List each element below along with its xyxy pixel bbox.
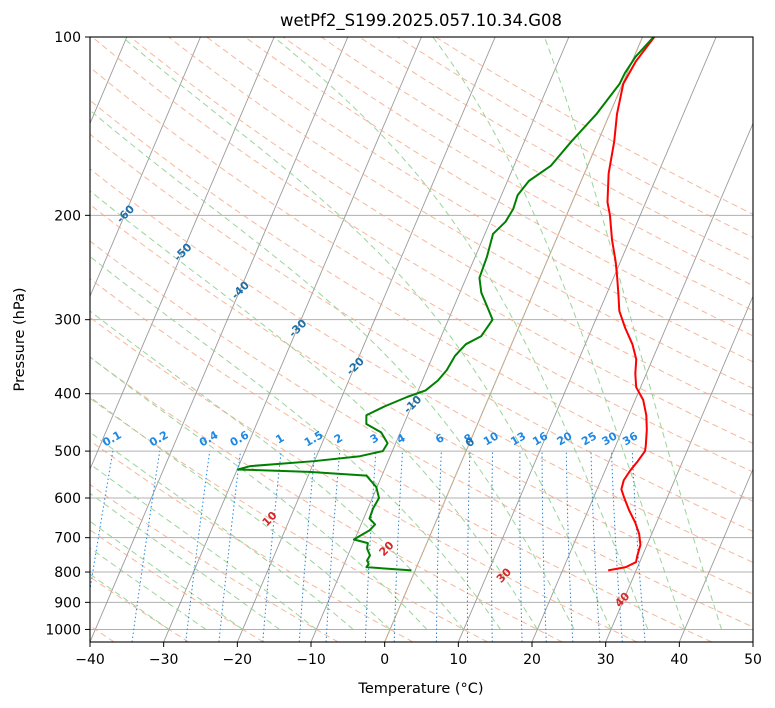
- moist-adiabat-line: [273, 37, 649, 630]
- x-tick-label: 50: [744, 652, 762, 668]
- temperature-line: [606, 37, 656, 572]
- dry-adiabat-line: [90, 483, 339, 642]
- y-tick-label: 100: [54, 30, 81, 46]
- x-axis-title: Temperature (°C): [357, 681, 483, 697]
- plot-frame: [89, 36, 754, 643]
- isotherm-line: [236, 37, 496, 642]
- moist-adiabat-line: [544, 37, 722, 630]
- mixing-ratio-lines: [90, 451, 646, 642]
- y-tick-label: 700: [54, 531, 81, 547]
- dry-adiabat-line: [168, 37, 753, 389]
- isotherm-line: [90, 37, 275, 471]
- moist-adiabat-line: [90, 310, 465, 630]
- moist-adiabat-line: [90, 396, 391, 630]
- moist-adiabat-line: [90, 431, 354, 630]
- mixing-ratio-line: [185, 451, 211, 642]
- x-tick-label: 10: [449, 652, 467, 668]
- dry-adiabat-line: [91, 37, 753, 445]
- y-axis-title: Pressure (hPa): [12, 287, 28, 391]
- chart-title: wetPf2_S199.2025.057.10.34.G08: [280, 11, 562, 31]
- pressure-gridlines: [90, 36, 753, 630]
- x-tick-label: −40: [75, 652, 105, 668]
- dry-adiabat-line: [90, 133, 753, 533]
- isotherm-line: [752, 640, 753, 642]
- y-tick-label: 800: [54, 565, 81, 581]
- isotherm-line: [90, 37, 201, 298]
- x-tick-label: −30: [149, 652, 179, 668]
- y-tick-label: 900: [54, 595, 81, 611]
- moist-adiabat-line: [90, 547, 207, 630]
- dewpoint-line: [236, 37, 655, 572]
- dry-adiabat-lines: [90, 37, 753, 642]
- moist-adiabat-line: [90, 463, 317, 630]
- moist-adiabat-line: [90, 520, 243, 630]
- moist-adiabat-line: [90, 492, 280, 630]
- y-tick-label: 600: [54, 491, 81, 507]
- x-tick-label: −10: [296, 652, 326, 668]
- dry-adiabat-line: [90, 99, 753, 502]
- x-tick-label: 40: [670, 652, 688, 668]
- y-tick-label: 300: [54, 313, 81, 329]
- mixing-ratio-line: [131, 451, 161, 642]
- moist-adiabat-line: [432, 37, 686, 630]
- dry-adiabat-line: [90, 168, 753, 563]
- isotherm-line: [678, 467, 753, 642]
- plot-area: [90, 37, 753, 642]
- isotherm-line: [90, 37, 349, 642]
- moist-adiabat-line: [121, 37, 612, 630]
- mixing-ratio-line: [90, 451, 114, 593]
- x-tick-label: 30: [597, 652, 615, 668]
- dry-adiabat-line: [90, 66, 753, 473]
- isotherm-line: [457, 37, 717, 642]
- x-tick-label: 20: [523, 652, 541, 668]
- y-axis-ticks: 100 200 300 400 500 600 700 800 900 1000: [45, 30, 90, 638]
- isotherm-line: [605, 295, 753, 642]
- isotherm-line: [384, 37, 643, 642]
- isotherm-line: [531, 122, 753, 642]
- mixing-ratio-line: [218, 451, 242, 642]
- isotherm-label: -70: [56, 164, 79, 187]
- y-tick-label: 400: [54, 387, 81, 403]
- isotherm-label: -80: [0, 126, 22, 149]
- y-tick-label: 500: [54, 444, 81, 460]
- dry-adiabat-line: [90, 316, 638, 642]
- y-tick-label: 200: [54, 208, 81, 224]
- dry-adiabat-line: [206, 37, 753, 363]
- profile-series: [236, 37, 656, 572]
- dry-adiabat-line: [90, 240, 753, 628]
- dry-adiabat-line: [90, 356, 563, 642]
- x-tick-label: −20: [223, 652, 253, 668]
- y-tick-label: 1000: [45, 622, 81, 638]
- isotherm-line: [163, 37, 422, 642]
- dry-adiabat-line: [130, 37, 753, 417]
- moist-adiabat-line: [90, 356, 428, 630]
- x-axis-ticks: −40 −30 −20 −10 0 10 20 30 40 50: [75, 642, 762, 668]
- x-tick-label: 0: [380, 652, 389, 668]
- moist-adiabat-line: [90, 573, 170, 630]
